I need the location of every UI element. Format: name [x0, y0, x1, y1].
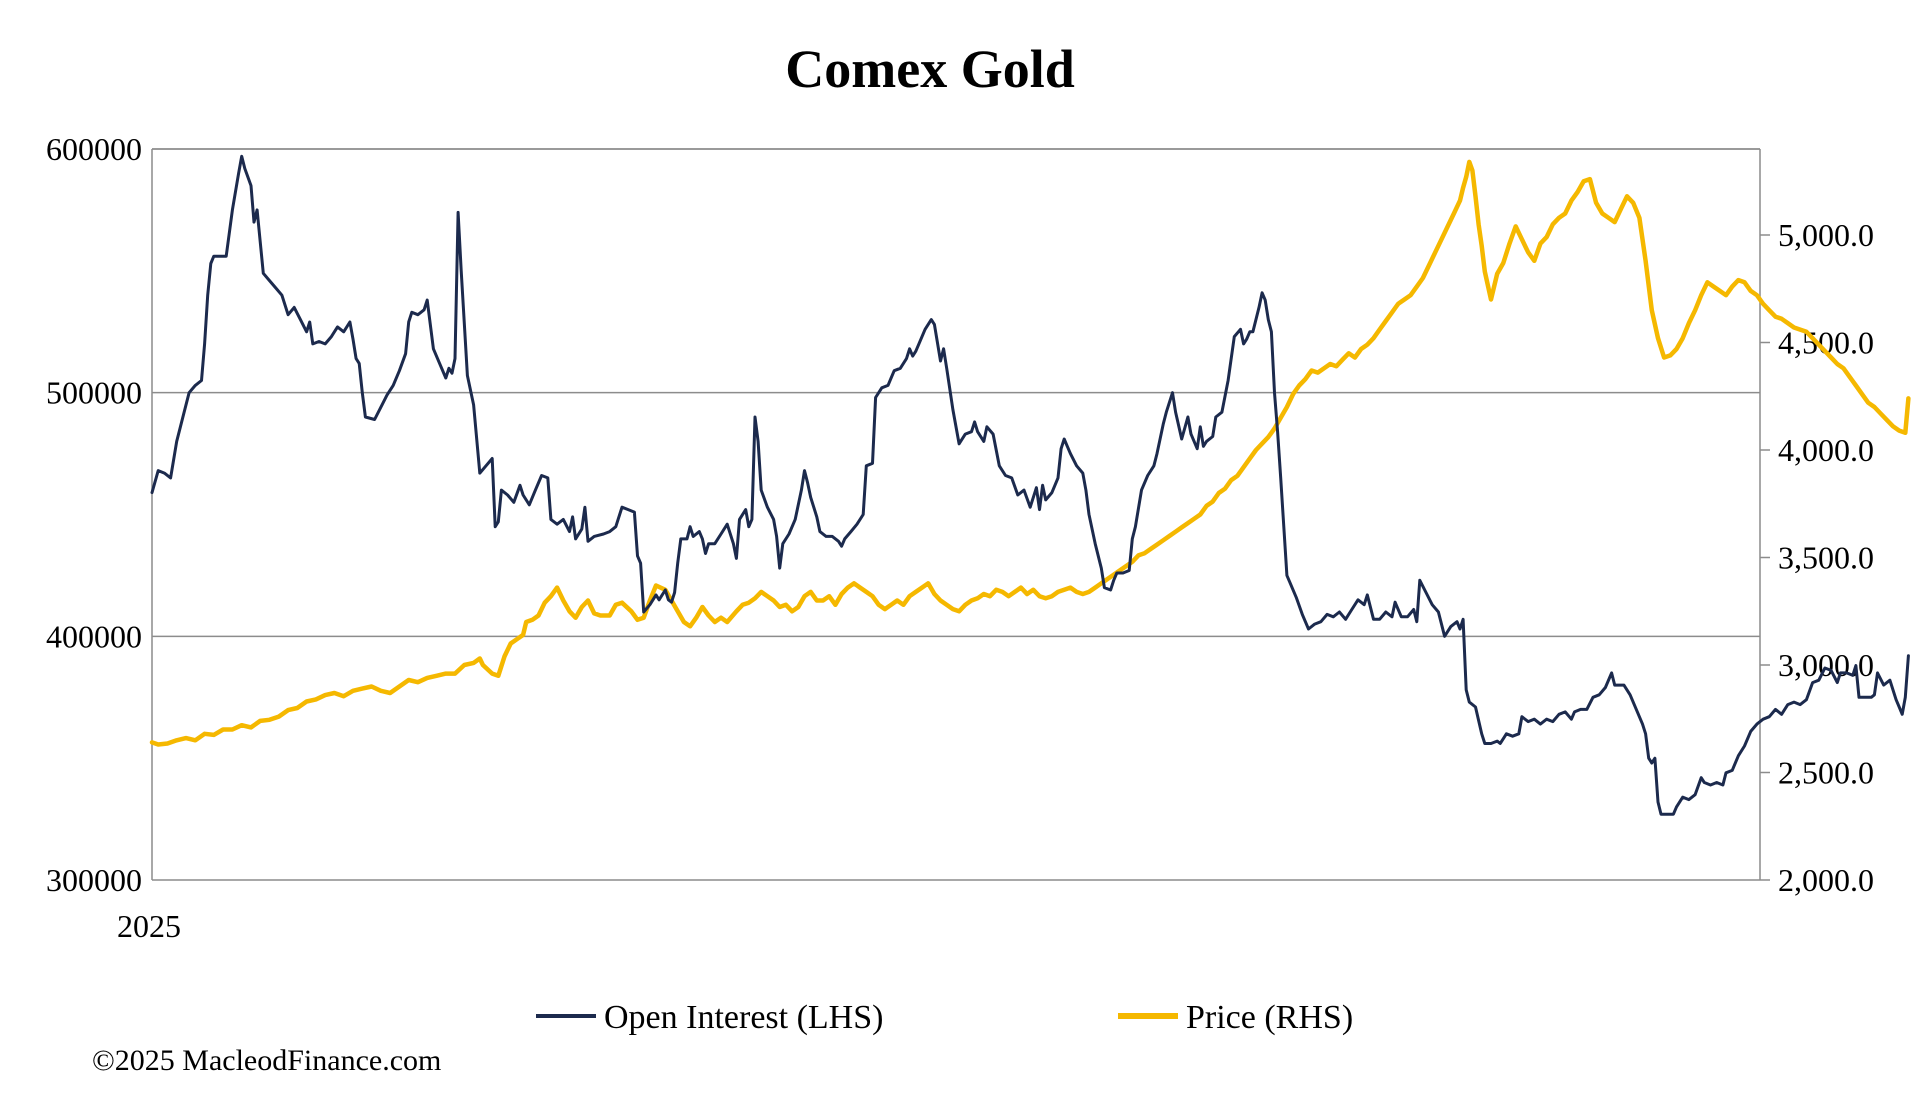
gridlines	[152, 148, 1760, 881]
x-axis-tick-label: 2025	[117, 908, 181, 944]
series-line-open-interest	[150, 154, 1910, 816]
legend-label-open-interest: Open Interest (LHS)	[604, 999, 883, 1036]
right-axis-tick-label: 3,500.0	[1778, 540, 1874, 576]
legend: Open Interest (LHS) Price (RHS)	[536, 999, 1353, 1036]
right-axis-tick-label: 5,000.0	[1778, 217, 1874, 253]
legend-item-open-interest: Open Interest (LHS)	[536, 999, 883, 1036]
left-axis-tick-label: 400000	[46, 618, 142, 654]
left-axis-tick-label: 300000	[46, 862, 142, 898]
legend-label-price: Price (RHS)	[1186, 999, 1353, 1036]
right-axis-tick-label: 3,000.0	[1778, 647, 1874, 683]
legend-item-price: Price (RHS)	[1118, 999, 1353, 1036]
right-axis-tick-label: 2,500.0	[1778, 755, 1874, 791]
left-axis-tick-label: 600000	[46, 131, 142, 167]
left-axis-tick-label: 500000	[46, 375, 142, 411]
right-axis-tick-label: 2,000.0	[1778, 862, 1874, 898]
axes: 300000 400000 500000 600000 2,000.0 2,500.0 3,…	[46, 131, 1874, 944]
copyright-text: ©2025 MacleodFinance.com	[92, 1044, 441, 1077]
right-axis-tick-label: 4,000.0	[1778, 432, 1874, 468]
series-line-price	[149, 159, 1911, 747]
chart-title: Comex Gold	[785, 39, 1075, 99]
series-layer	[149, 154, 1911, 816]
